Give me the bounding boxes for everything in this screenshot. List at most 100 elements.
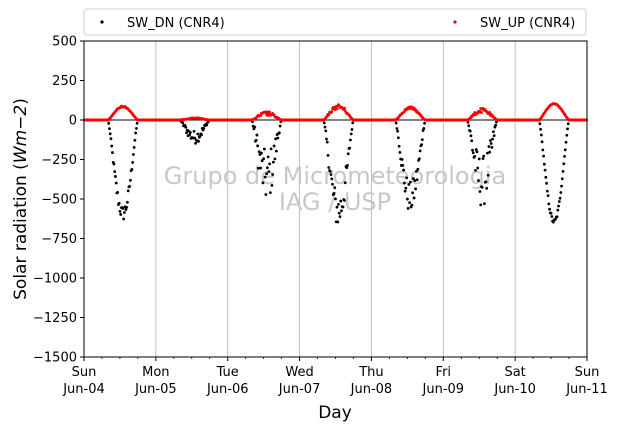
data-point [561, 169, 565, 173]
data-point [337, 203, 340, 206]
data-point [262, 157, 266, 161]
data-point [188, 131, 192, 134]
data-point [488, 150, 492, 154]
data-point [254, 138, 258, 142]
data-point [563, 155, 566, 158]
data-point [135, 127, 138, 130]
legend-label-sw-up: SW_UP (CNR4) [480, 16, 575, 31]
data-point [396, 129, 400, 133]
data-point [327, 166, 331, 169]
data-point [132, 145, 136, 149]
data-point [351, 121, 355, 125]
data-point [565, 133, 569, 137]
data-point [471, 148, 474, 152]
data-point [542, 162, 546, 166]
x-tick-day-label: Sun [575, 365, 600, 380]
data-point [541, 148, 545, 152]
data-point [335, 107, 339, 111]
data-point [546, 194, 550, 198]
data-point [480, 185, 484, 189]
data-point [423, 121, 426, 125]
data-point [348, 146, 352, 150]
legend-frame [83, 8, 587, 36]
data-point [411, 177, 415, 180]
data-point [550, 215, 554, 218]
data-point [394, 121, 398, 125]
data-point [560, 184, 563, 188]
watermark: Grupo de Micrometeorologia IAG / USP [164, 162, 506, 216]
data-point [411, 191, 414, 195]
data-point [128, 184, 132, 188]
data-point [404, 186, 408, 190]
data-point [557, 204, 560, 208]
data-point [416, 167, 420, 171]
data-point [564, 140, 568, 144]
x-tick-day-label: Thu [358, 365, 383, 380]
data-point [270, 184, 274, 187]
x-tick-day-label: Wed [285, 365, 313, 380]
y-tick-label: −500 [41, 193, 77, 208]
legend-marker-sw-up [453, 20, 457, 24]
data-point [267, 170, 271, 174]
data-point [491, 137, 495, 141]
data-point [109, 137, 113, 141]
data-point [259, 114, 263, 117]
data-point [341, 205, 345, 209]
data-point [322, 121, 326, 125]
data-point [544, 175, 548, 179]
data-point [107, 121, 111, 125]
data-point [184, 125, 188, 129]
data-point [469, 134, 473, 138]
x-tick-date-label: Jun-05 [134, 382, 177, 397]
data-point [185, 131, 188, 135]
y-tick-label: −250 [41, 153, 77, 168]
data-point [408, 201, 411, 205]
data-point [556, 208, 560, 212]
data-point [557, 200, 561, 203]
x-tick-day-label: Mon [142, 365, 169, 380]
data-point [479, 203, 483, 207]
data-point [110, 144, 114, 148]
data-point [194, 141, 197, 145]
data-point [549, 211, 553, 215]
data-point [340, 209, 343, 213]
data-point [560, 177, 564, 181]
data-point [542, 154, 545, 158]
legend-label-sw-dn: SW_DN (CNR4) [127, 16, 225, 31]
data-point [325, 137, 328, 141]
data-point [196, 132, 200, 136]
data-point [181, 121, 185, 125]
data-point [397, 144, 401, 148]
data-point [125, 206, 129, 209]
watermark-line-2: IAG / USP [279, 188, 391, 216]
data-point [192, 129, 196, 133]
data-point [330, 177, 334, 181]
data-point [329, 173, 333, 176]
data-point [420, 143, 423, 147]
grid-lines [155, 41, 516, 357]
data-point [547, 202, 551, 206]
data-point [134, 131, 138, 135]
data-point [124, 208, 128, 211]
data-point [129, 178, 132, 182]
data-point [478, 190, 482, 193]
data-point [274, 149, 278, 153]
data-point [133, 138, 137, 142]
data-point [274, 137, 278, 141]
data-point [412, 196, 416, 200]
y-tick-label: −750 [41, 232, 77, 247]
data-point [349, 138, 352, 142]
data-point [271, 173, 275, 176]
data-point [323, 125, 327, 129]
y-tick-label: −1000 [33, 272, 77, 287]
y-axis: 500 250 0 −250 −500 −750 −1000 −1250 −1500 [33, 35, 84, 366]
data-point [261, 181, 265, 185]
data-point [260, 159, 264, 163]
data-point [545, 189, 549, 193]
data-point [420, 138, 424, 142]
data-point [117, 201, 121, 205]
x-tick-date-label: Jun-08 [350, 382, 393, 397]
data-point [401, 163, 405, 167]
data-point [263, 175, 267, 179]
data-point [403, 189, 407, 193]
